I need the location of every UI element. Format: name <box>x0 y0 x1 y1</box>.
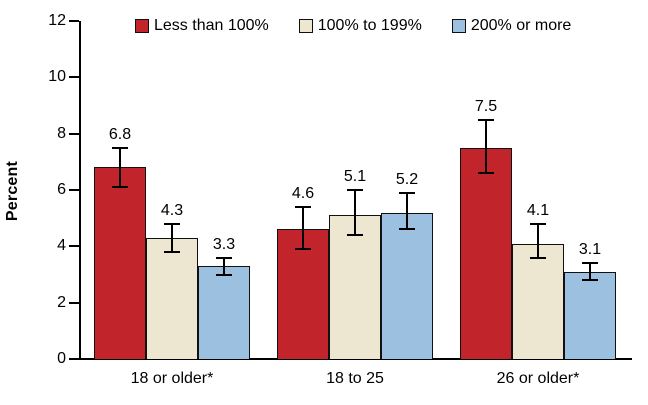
error-bar-cap <box>399 191 415 194</box>
y-tick-mark <box>69 189 79 191</box>
error-bar-cap <box>582 279 598 282</box>
error-bar-cap <box>347 234 363 237</box>
y-tick-mark <box>69 20 79 22</box>
error-bar-cap <box>164 250 180 253</box>
y-tick-label: 2 <box>57 293 66 311</box>
bar-value-label: 4.6 <box>291 184 315 202</box>
y-tick-label: 4 <box>57 237 66 255</box>
bar <box>198 266 250 359</box>
error-bar-cap <box>582 262 598 265</box>
bar-value-label: 5.1 <box>343 168 367 185</box>
error-bar-line <box>302 206 304 250</box>
y-tick-mark <box>69 245 79 248</box>
plot-area: 6.8 4.3 3.3 4.6 5.1 5.2 7.5 4.1 3.1 <box>80 21 632 359</box>
error-bar-cap <box>399 228 415 231</box>
bar <box>564 271 616 359</box>
bar <box>146 237 198 359</box>
error-bar-cap <box>478 118 494 121</box>
error-bar-line <box>354 190 356 236</box>
legend-swatch-icon <box>135 19 149 33</box>
error-bar-line <box>406 192 408 230</box>
legend-swatch-icon <box>298 19 313 33</box>
y-tick-label: 8 <box>57 124 66 142</box>
error-bar-line <box>171 223 173 252</box>
error-bar-cap <box>478 172 494 175</box>
bar-value-label: 7.5 <box>474 97 498 115</box>
error-bar-line <box>589 263 591 281</box>
error-bar-cap <box>347 189 363 191</box>
legend: Less than 100% 100% to 199% 200% or more <box>135 17 571 35</box>
bar-value-label: 5.2 <box>395 170 419 188</box>
x-category-label: 26 or older* <box>496 370 580 387</box>
legend-item: 100% to 199% <box>298 17 422 35</box>
error-bar-cap <box>216 256 232 259</box>
error-bar-cap <box>112 186 128 189</box>
bar <box>460 147 512 359</box>
y-tick-label: 10 <box>48 68 66 86</box>
error-bar-cap <box>164 222 180 225</box>
error-bar-line <box>223 257 225 275</box>
x-axis-line <box>79 358 632 360</box>
legend-label: 200% or more <box>470 17 572 34</box>
x-category-label: 18 or older* <box>130 370 214 387</box>
error-bar-cap <box>295 205 311 208</box>
error-bar-cap <box>530 256 546 259</box>
error-bar-cap <box>295 248 311 251</box>
bar <box>329 215 381 359</box>
legend-swatch-icon <box>451 19 466 33</box>
error-bar-line <box>119 147 121 188</box>
y-tick-mark <box>69 301 79 304</box>
y-tick-mark <box>69 76 79 79</box>
y-tick-mark <box>69 132 79 135</box>
bar-value-label: 4.1 <box>526 201 550 219</box>
y-axis-line <box>79 21 81 360</box>
bar-value-label: 6.8 <box>108 125 132 143</box>
legend-label: 100% to 199% <box>317 17 422 34</box>
legend-item: Less than 100% <box>135 17 269 35</box>
error-bar-cap <box>216 273 232 276</box>
y-tick-label: 0 <box>57 350 66 367</box>
y-axis-title: Percent <box>4 160 21 222</box>
y-tick-label: 12 <box>48 12 66 29</box>
bar-value-label: 3.3 <box>212 235 236 253</box>
bar <box>277 229 329 359</box>
y-tick-mark <box>69 358 79 360</box>
legend-label: Less than 100% <box>154 17 269 34</box>
y-tick-label: 6 <box>57 181 66 198</box>
legend-item: 200% or more <box>451 17 572 35</box>
bar-value-label: 3.1 <box>578 241 602 259</box>
bar <box>381 212 433 359</box>
x-category-label: 18 to 25 <box>326 370 384 387</box>
error-bar-cap <box>530 222 546 225</box>
error-bar-line <box>537 223 539 258</box>
bar-value-label: 4.3 <box>160 201 184 219</box>
bar <box>512 243 564 359</box>
error-bar-cap <box>112 146 128 149</box>
error-bar-line <box>485 119 487 174</box>
bar <box>94 167 146 359</box>
